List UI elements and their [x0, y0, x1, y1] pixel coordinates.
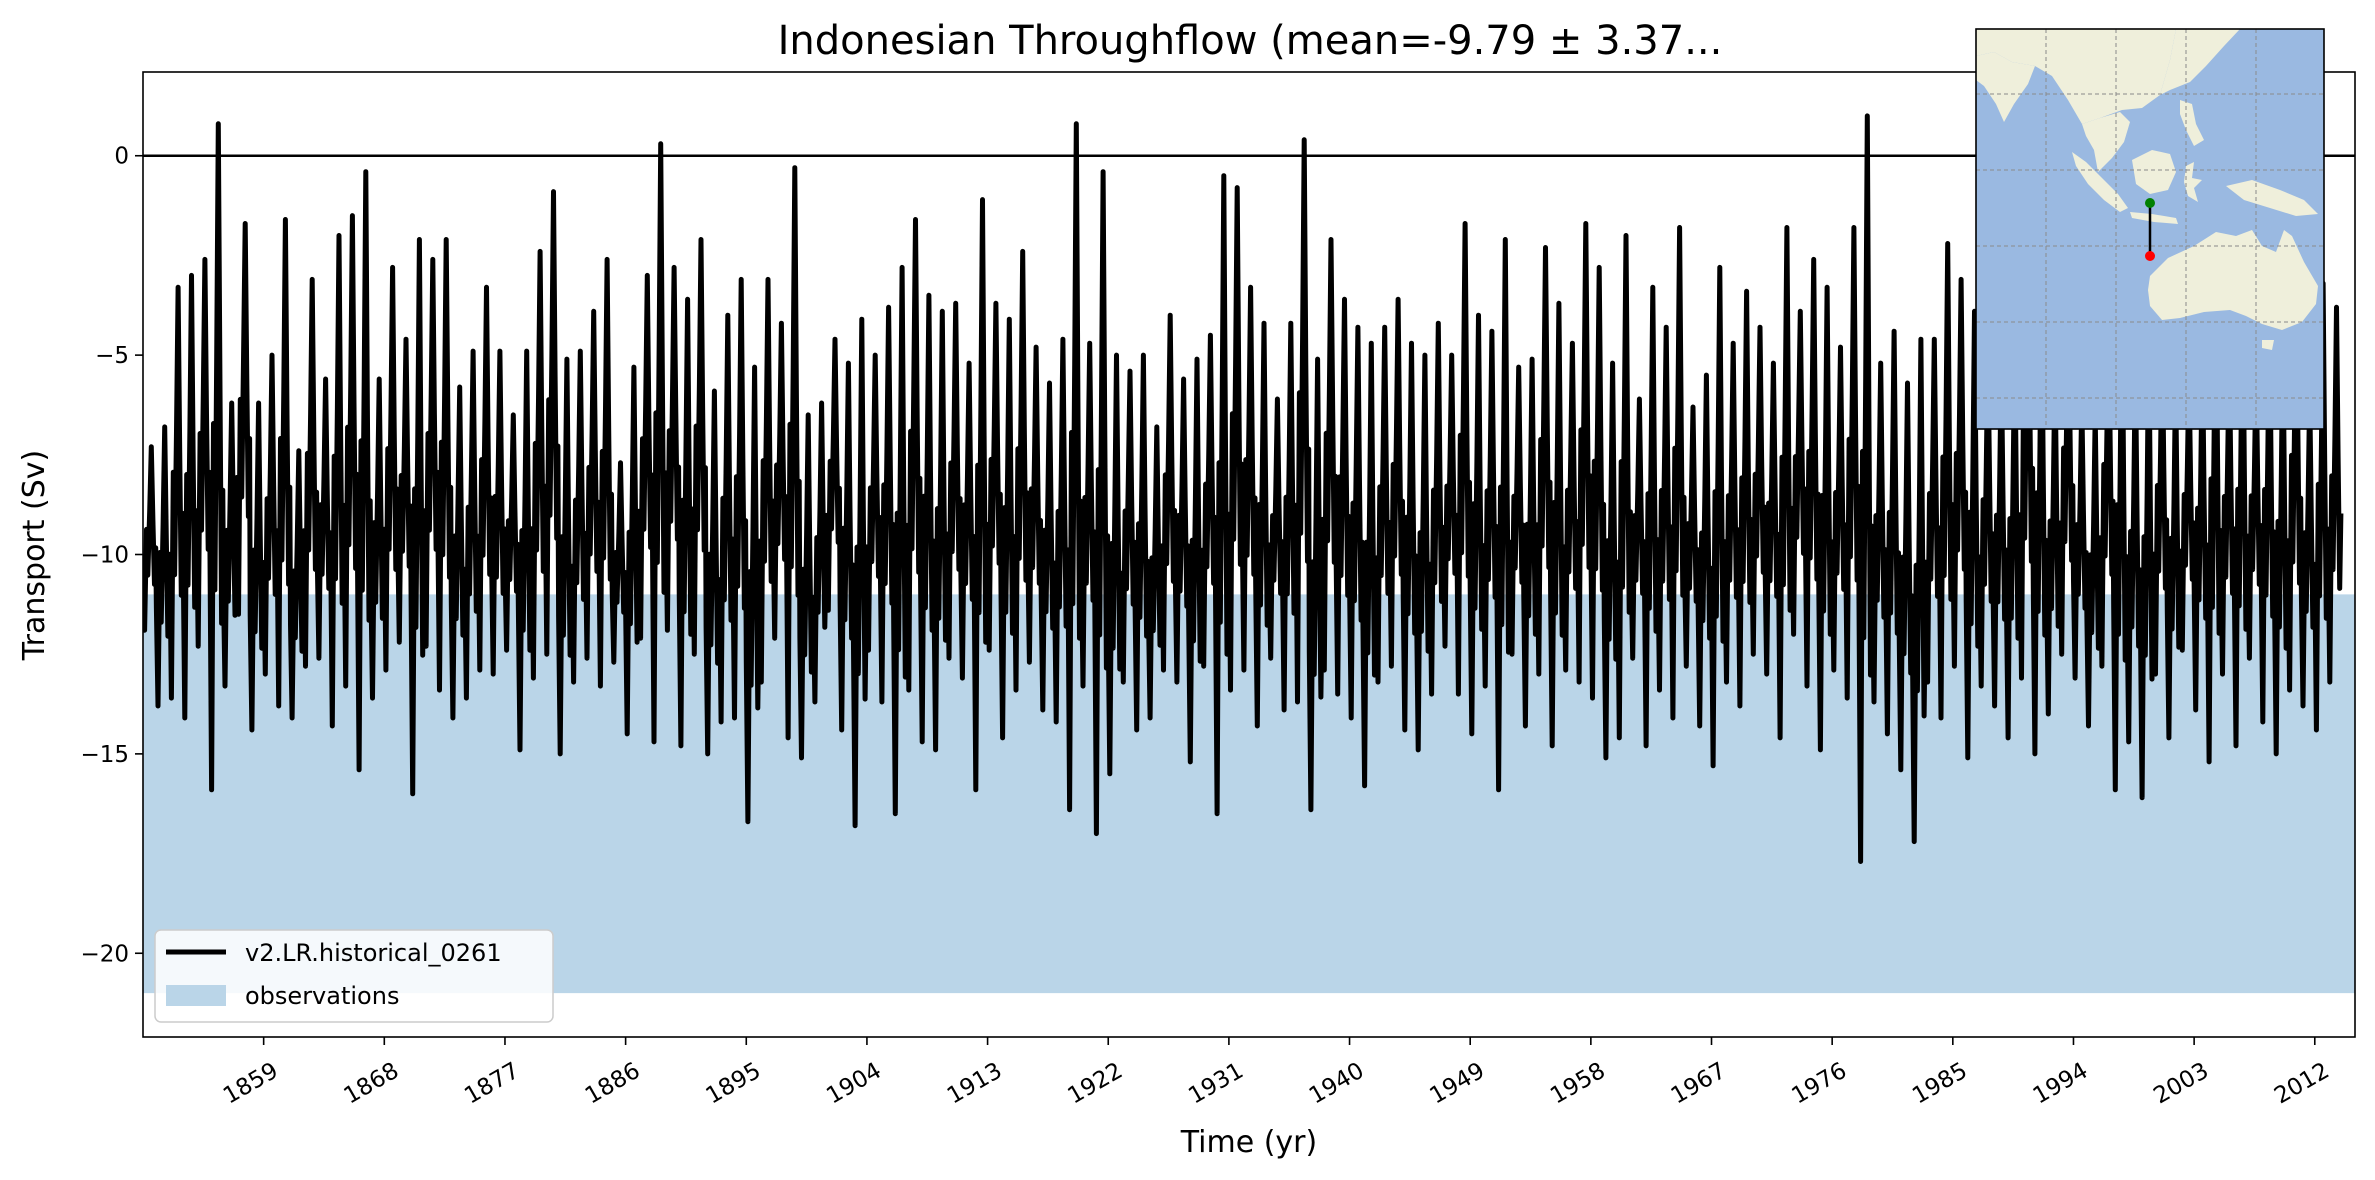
x-tick-label: 1895: [702, 1058, 766, 1110]
x-tick-label: 1913: [943, 1058, 1007, 1110]
legend-label-series: v2.LR.historical_0261: [245, 939, 502, 967]
inset-map: [1975, 28, 2325, 430]
map-section-end-marker: [2145, 251, 2155, 261]
y-tick-label: −5: [95, 343, 129, 369]
y-tick-label: −20: [80, 941, 129, 967]
x-axis-label: Time (yr): [1180, 1125, 1317, 1160]
legend-box: [154, 929, 554, 1023]
x-tick-label: 1994: [2029, 1058, 2093, 1110]
y-tick-label: 0: [114, 144, 129, 170]
x-tick-label: 1958: [1546, 1058, 1610, 1110]
x-tick-label: 2012: [2270, 1058, 2334, 1110]
y-axis: 0 −5 −10 −15 −20: [80, 144, 143, 967]
map-land-sumatra: [2072, 152, 2128, 212]
x-tick-label: 1940: [1305, 1058, 1369, 1110]
observations-band: [143, 594, 2355, 994]
map-land-asia: [1976, 29, 2176, 124]
map-section-start-marker: [2145, 198, 2155, 208]
map-land-philippines: [2180, 100, 2204, 146]
legend-label-observations: observations: [245, 982, 399, 1010]
series-line-v2-lr-historical-0261: [143, 113, 2344, 864]
y-axis-label: Transport (Sv): [17, 450, 52, 662]
legend-swatch-band: [166, 985, 226, 1006]
x-tick-label: 1886: [581, 1058, 645, 1110]
x-tick-label: 1949: [1425, 1058, 1489, 1110]
plot-area: [143, 113, 2355, 994]
x-tick-label: 1985: [1908, 1058, 1972, 1110]
map-land-java: [2130, 212, 2178, 224]
map-land-sulawesi: [2184, 162, 2202, 202]
x-tick-label: 1868: [340, 1058, 404, 1110]
map-gridlines: [1976, 29, 2324, 429]
x-tick-label: 1967: [1667, 1058, 1731, 1110]
x-tick-label: 2003: [2149, 1058, 2213, 1110]
x-tick-label: 1931: [1184, 1058, 1248, 1110]
y-tick-label: −10: [80, 543, 129, 569]
map-land-new-guinea: [2226, 180, 2318, 216]
map-land-australia: [2148, 230, 2318, 330]
x-tick-label: 1904: [822, 1058, 886, 1110]
map-land-tasmania: [2262, 340, 2274, 350]
x-axis: 1859 1868 1877 1886 1895 1904 1913 1922 1931 1940…: [219, 1037, 2334, 1109]
map-land-borneo: [2132, 150, 2176, 194]
x-tick-label: 1859: [219, 1058, 283, 1110]
x-tick-label: 1877: [460, 1058, 524, 1110]
map-frame: [1975, 28, 2325, 430]
x-tick-label: 1976: [1787, 1058, 1851, 1110]
y-tick-label: −15: [80, 742, 129, 768]
map-land-china-coast: [2160, 29, 2240, 95]
x-tick-label: 1922: [1064, 1058, 1128, 1110]
chart-title: Indonesian Throughflow (mean=-9.79 ± 3.3…: [778, 18, 1723, 64]
legend: v2.LR.historical_0261 observations: [154, 929, 554, 1023]
map-land-indochina: [2082, 112, 2130, 172]
map-land-india: [1976, 52, 2035, 122]
